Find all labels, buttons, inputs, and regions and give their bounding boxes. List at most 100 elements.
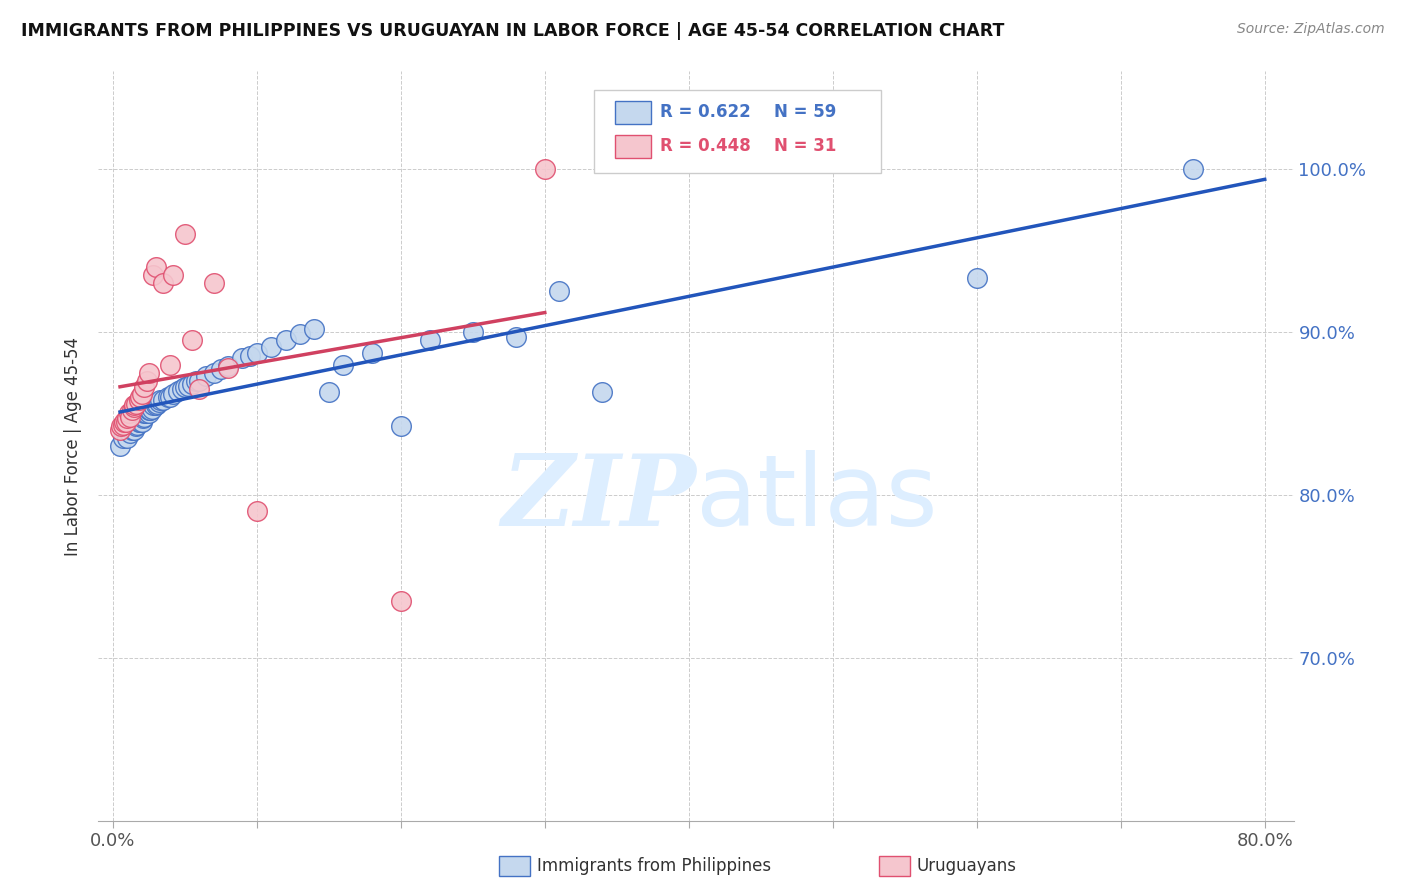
Point [548,285,571,299]
Point [142,268,165,282]
Point [115,431,138,445]
Point [146,397,169,411]
Text: R = 0.622: R = 0.622 [661,103,751,120]
Text: N = 31: N = 31 [773,136,837,154]
Point [111,431,134,445]
Point [132,411,155,425]
Point [239,350,262,364]
Point [124,423,146,437]
Point [148,395,170,409]
Point [188,374,211,388]
Point [591,385,613,400]
Point [186,374,208,388]
Point [166,384,188,398]
Y-axis label: In Labor Force | Age 45-54: In Labor Force | Age 45-54 [65,336,83,556]
Point [131,415,153,429]
Point [134,406,156,420]
Point [505,330,527,344]
Point [288,326,311,341]
Point [124,398,146,412]
Point [176,378,198,392]
Point [108,423,131,437]
Point [121,403,143,417]
Text: Immigrants from Philippines: Immigrants from Philippines [537,857,772,875]
Point [152,393,174,408]
Point [139,403,162,417]
Text: N = 59: N = 59 [773,103,837,120]
Point [115,423,138,437]
Point [195,368,218,383]
Point [108,439,131,453]
Point [162,268,184,282]
Point [389,419,412,434]
Point [332,358,354,372]
Point [149,393,172,408]
Point [246,346,269,360]
Text: atlas: atlas [696,450,938,547]
Point [124,415,146,429]
Point [110,419,132,434]
Point [120,425,142,440]
Text: IMMIGRANTS FROM PHILIPPINES VS URUGUAYAN IN LABOR FORCE | AGE 45-54 CORRELATION : IMMIGRANTS FROM PHILIPPINES VS URUGUAYAN… [21,22,1004,40]
Point [461,325,484,339]
Point [127,417,149,432]
Point [129,390,152,404]
FancyBboxPatch shape [595,90,882,172]
Point [260,340,283,354]
Point [318,385,340,400]
Point [217,359,239,374]
Point [274,333,297,347]
Point [129,415,152,429]
Point [188,382,211,396]
Point [361,346,384,360]
Text: R = 0.448: R = 0.448 [661,136,751,154]
Point [209,362,232,376]
Point [181,377,204,392]
Point [202,366,225,380]
Point [120,409,142,424]
Point [966,271,988,285]
Point [173,380,195,394]
Point [533,162,555,177]
Point [170,382,193,396]
Point [131,387,153,401]
Point [136,374,159,388]
Bar [614,102,651,124]
Point [112,415,135,429]
Text: ZIP: ZIP [501,450,696,547]
Point [246,504,269,518]
Bar [614,135,651,158]
Point [142,398,165,412]
Point [181,333,204,347]
Point [125,397,148,411]
Point [128,393,150,408]
Point [145,398,167,412]
Point [1181,162,1204,177]
Point [134,409,156,424]
Point [115,411,138,425]
Point [159,390,181,404]
Point [128,415,150,429]
Point [162,387,184,401]
Point [138,406,160,420]
Point [114,415,136,429]
Point [152,276,174,290]
Point [124,400,146,414]
Point [202,276,225,290]
Point [125,419,148,434]
Point [159,358,181,372]
Point [231,351,253,365]
Point [156,390,179,404]
Point [145,260,167,274]
Point [304,322,326,336]
Text: Source: ZipAtlas.com: Source: ZipAtlas.com [1237,22,1385,37]
Point [389,593,412,607]
Point [118,406,141,420]
Point [111,417,134,432]
Point [135,406,157,420]
Point [121,423,143,437]
Text: Uruguayans: Uruguayans [917,857,1017,875]
Point [138,403,160,417]
Point [173,227,195,242]
Point [419,333,441,347]
